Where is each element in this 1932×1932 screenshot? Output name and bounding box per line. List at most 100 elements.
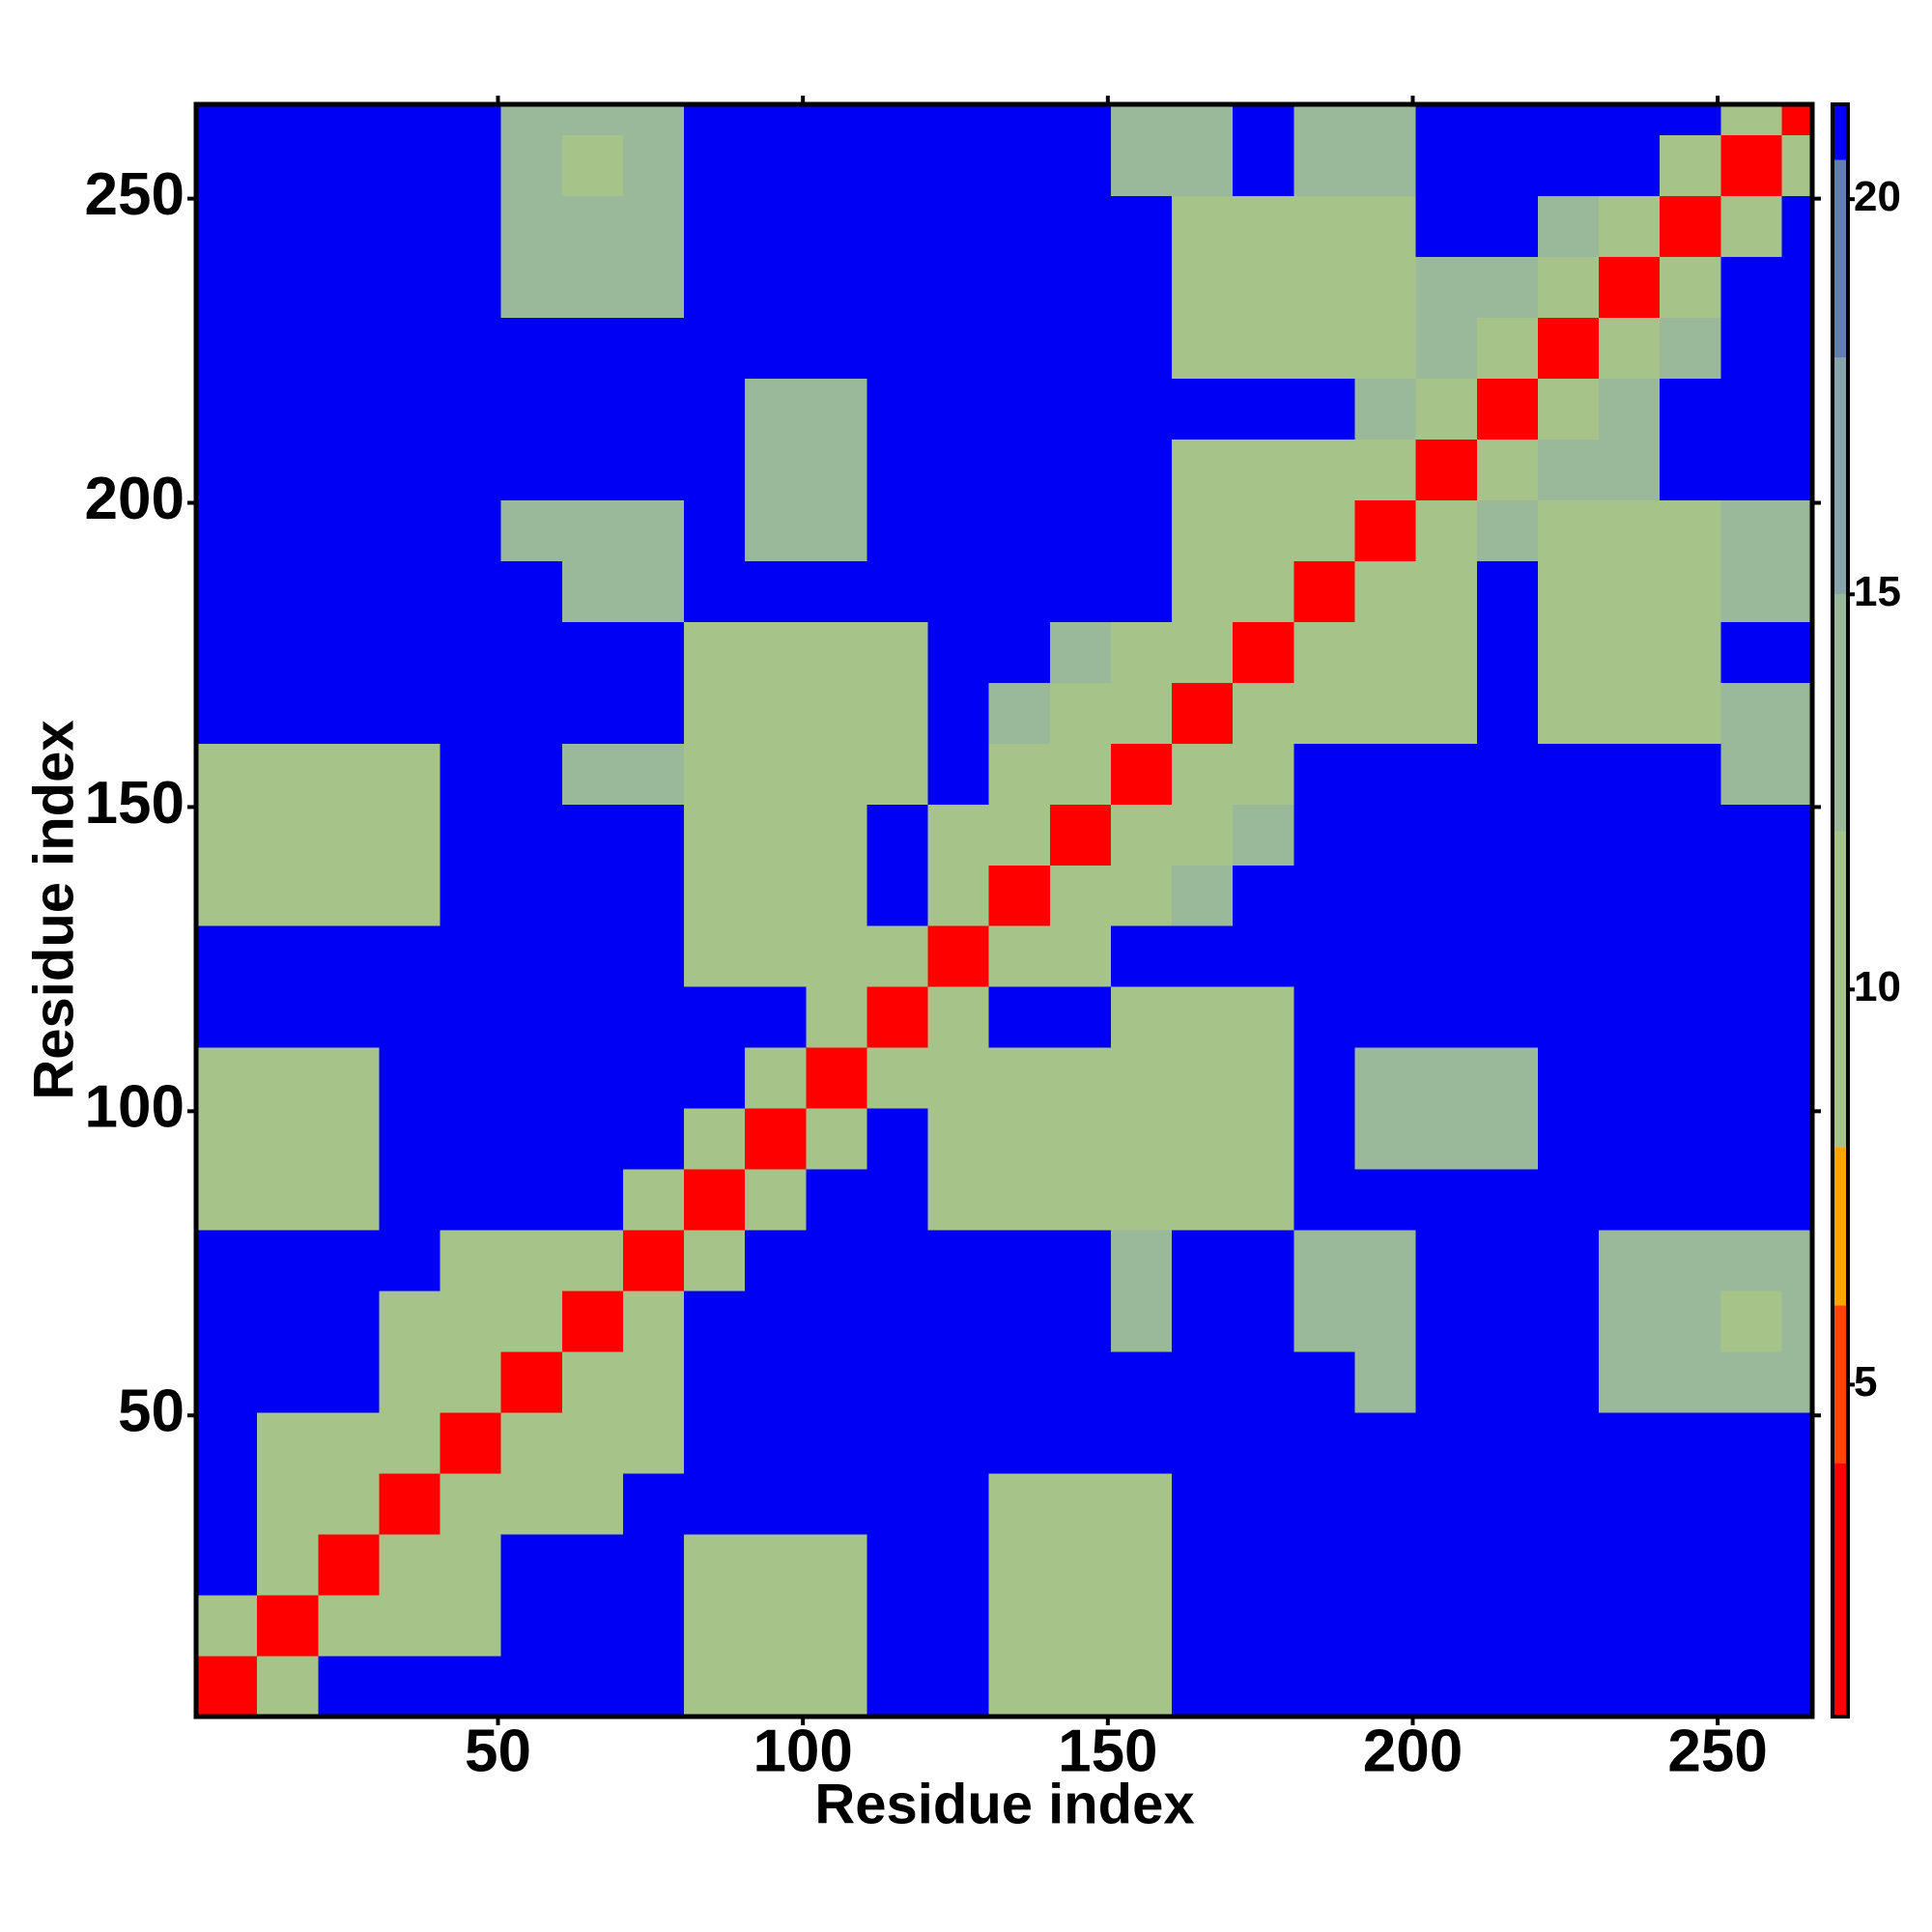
- heatmap-cell: [1415, 1108, 1478, 1170]
- heatmap-cell: [867, 1230, 929, 1292]
- heatmap-cell: [622, 195, 685, 257]
- heatmap-cell: [561, 1169, 624, 1231]
- heatmap-cell: [561, 1656, 624, 1717]
- heatmap-cell: [1172, 439, 1234, 500]
- heatmap-cell: [1537, 1047, 1600, 1109]
- heatmap-cell: [1293, 195, 1356, 257]
- colorbar-segment: [1833, 104, 1848, 160]
- heatmap-cell: [1599, 1230, 1661, 1292]
- heatmap-cell: [1293, 1108, 1356, 1170]
- heatmap-cell: [1660, 1412, 1721, 1474]
- heatmap-cell: [1781, 1169, 1812, 1231]
- heatmap-cell: [196, 1595, 258, 1657]
- heatmap-cell: [988, 256, 1051, 318]
- heatmap-cell: [867, 317, 929, 379]
- heatmap-cell: [988, 1656, 1051, 1717]
- heatmap-cell: [1049, 925, 1112, 987]
- heatmap-cell: [1354, 317, 1417, 379]
- x-axis-title: Residue index: [814, 1773, 1194, 1835]
- heatmap-cell: [318, 1412, 380, 1474]
- heatmap-cell: [1599, 560, 1661, 622]
- heatmap-cell: [440, 195, 502, 257]
- heatmap-cell: [622, 1473, 685, 1535]
- heatmap-cell: [196, 104, 258, 135]
- heatmap-cell: [1354, 1595, 1417, 1657]
- heatmap-cell: [1233, 378, 1294, 440]
- heatmap-cell: [806, 1291, 867, 1352]
- heatmap-cell: [196, 1351, 258, 1413]
- heatmap-cell: [1476, 1169, 1539, 1231]
- heatmap-cell: [379, 1230, 441, 1292]
- heatmap-cell: [745, 317, 807, 379]
- heatmap-cell: [1172, 865, 1234, 926]
- heatmap-cell: [1599, 1291, 1661, 1352]
- heatmap-cell: [1110, 1108, 1173, 1170]
- heatmap-cell: [500, 134, 563, 196]
- heatmap-cell: [379, 865, 441, 926]
- heatmap-cell: [318, 134, 380, 196]
- heatmap-cell: [379, 682, 441, 744]
- heatmap-cell: [196, 804, 258, 866]
- heatmap-cell: [988, 317, 1051, 379]
- heatmap-cell: [257, 621, 319, 683]
- heatmap-cell: [1476, 1534, 1539, 1596]
- heatmap-cell: [806, 1412, 867, 1474]
- heatmap-cell: [1599, 1473, 1661, 1535]
- heatmap-cell: [1233, 1534, 1294, 1596]
- heatmap-cell: [561, 104, 624, 135]
- heatmap-cell: [1781, 256, 1812, 318]
- heatmap-cell: [196, 256, 258, 318]
- heatmap-cell: [622, 439, 685, 500]
- heatmap-cell: [1233, 1656, 1294, 1717]
- heatmap-cell: [867, 1412, 929, 1474]
- heatmap-cell: [1293, 1230, 1356, 1292]
- heatmap-cell: [867, 439, 929, 500]
- y-tick-label: 200: [85, 466, 185, 532]
- heatmap-cell: [745, 1108, 807, 1170]
- heatmap-cell: [684, 621, 746, 683]
- heatmap-cell: [622, 378, 685, 440]
- heatmap-cell: [806, 378, 867, 440]
- heatmap-cell: [1537, 378, 1600, 440]
- heatmap-cell: [1720, 621, 1782, 683]
- heatmap-cell: [1233, 682, 1294, 744]
- heatmap-cell: [927, 743, 990, 805]
- heatmap-cell: [257, 439, 319, 500]
- heatmap-cell: [1415, 1169, 1478, 1231]
- heatmap-cell: [1233, 986, 1294, 1048]
- heatmap-cell: [500, 1534, 563, 1596]
- heatmap-cell: [1720, 1108, 1782, 1170]
- heatmap-cell: [1660, 925, 1721, 987]
- heatmap-cell: [1049, 1534, 1112, 1596]
- heatmap-cell: [1049, 378, 1112, 440]
- heatmap-cell: [745, 1047, 807, 1109]
- heatmap-cell: [1781, 499, 1812, 561]
- heatmap-cell: [1110, 986, 1173, 1048]
- heatmap-cell: [684, 865, 746, 926]
- heatmap-cell: [806, 1230, 867, 1292]
- heatmap-cell: [1781, 1108, 1812, 1170]
- heatmap-cell: [1233, 560, 1294, 622]
- heatmap-cell: [1476, 439, 1539, 500]
- heatmap-cell: [1599, 439, 1661, 500]
- heatmap-cell: [622, 1351, 685, 1413]
- heatmap-cell: [1049, 1230, 1112, 1292]
- heatmap-cell: [867, 1534, 929, 1596]
- heatmap-cell: [1293, 804, 1356, 866]
- heatmap-cell: [1354, 1656, 1417, 1717]
- heatmap-cell: [927, 1230, 990, 1292]
- y-tick-label: 150: [85, 770, 185, 837]
- heatmap-cell: [1599, 195, 1661, 257]
- heatmap-cell: [440, 743, 502, 805]
- colorbar-segment: [1833, 594, 1848, 832]
- heatmap-cell: [1476, 195, 1539, 257]
- heatmap-cell: [1172, 378, 1234, 440]
- heatmap-cell: [1293, 682, 1356, 744]
- heatmap-cell: [1110, 1534, 1173, 1596]
- heatmap-cell: [1599, 499, 1661, 561]
- heatmap-cell: [1537, 1351, 1600, 1413]
- heatmap-cell: [1720, 104, 1782, 135]
- heatmap-cell: [1354, 439, 1417, 500]
- heatmap-cell: [257, 256, 319, 318]
